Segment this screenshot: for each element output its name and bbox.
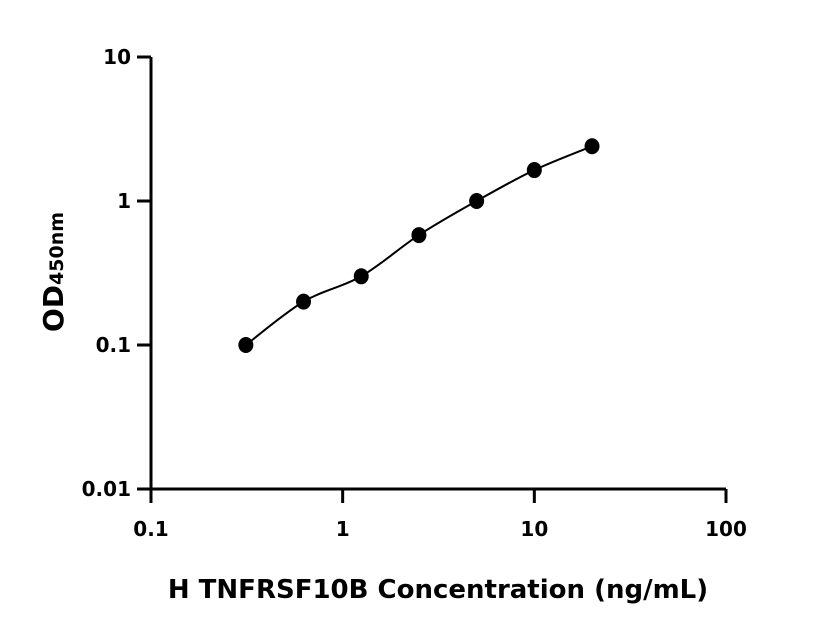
data-points (238, 138, 600, 353)
y-axis-title-main: OD (37, 285, 70, 332)
x-tick-label: 1 (336, 517, 350, 541)
x-tick-label: 10 (520, 517, 548, 541)
x-tick-label: 0.1 (133, 517, 168, 541)
data-point (584, 138, 600, 155)
data-point (353, 268, 369, 285)
axes (137, 55, 728, 503)
y-tick-label: 1 (117, 189, 131, 213)
data-point (411, 227, 427, 244)
data-point (296, 293, 312, 310)
data-point (526, 162, 542, 179)
x-axis-title: H TNFRSF10B Concentration (ng/mL) (168, 575, 708, 605)
data-point (469, 193, 485, 209)
y-axis-title: OD450nm (37, 212, 70, 332)
y-axis-title-subscript: 450nm (46, 212, 68, 285)
y-tick-label: 0.1 (96, 333, 131, 357)
x-tick-label: 100 (705, 517, 747, 541)
y-tick-label: 0.01 (82, 477, 131, 501)
data-point (238, 337, 254, 353)
y-tick-label: 10 (103, 45, 131, 69)
fit-curve (245, 145, 593, 346)
